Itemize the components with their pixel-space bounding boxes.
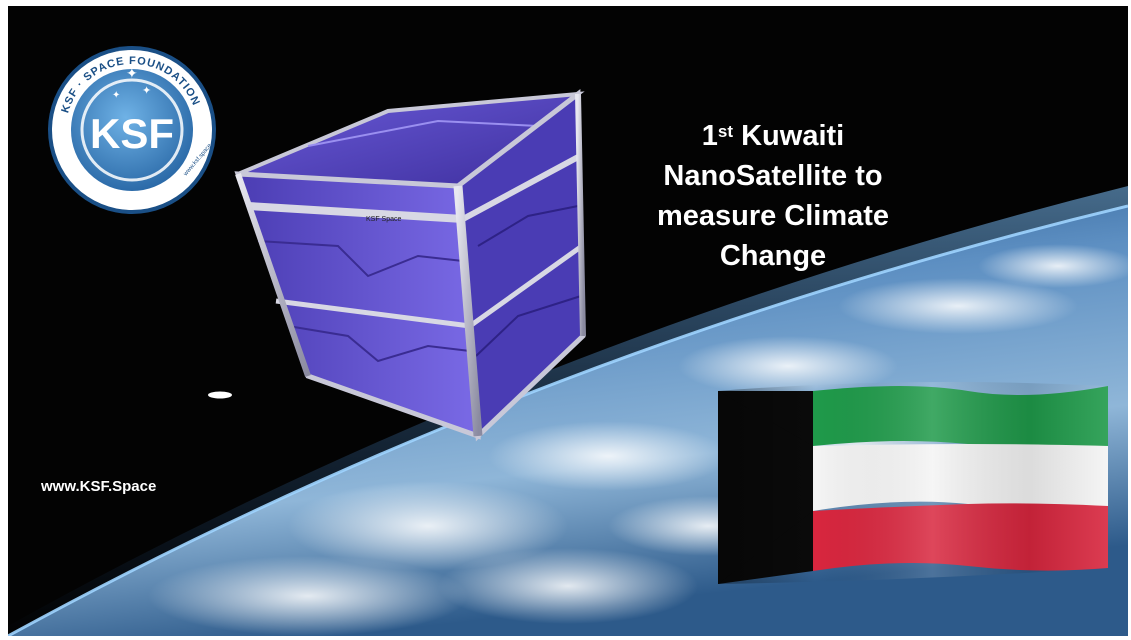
star-icon: ✦: [142, 85, 151, 97]
headline-line-1: 1st Kuwaiti: [701, 120, 845, 152]
star-icon: ✦: [126, 65, 138, 81]
star-icon: ✦: [112, 90, 120, 101]
space-scene: KSF Space KSF · SPACE FOUNDATION KSF ✦ ✦…: [8, 46, 1128, 636]
cubesat-illustration: KSF Space: [234, 89, 586, 442]
website-url: www.KSF.Space: [41, 478, 157, 495]
slide-canvas: KSF Space KSF · SPACE FOUNDATION KSF ✦ ✦…: [8, 6, 1128, 636]
satellite-label: KSF Space: [366, 216, 402, 223]
white-debris: [208, 391, 232, 399]
kuwait-flag: [718, 382, 1108, 584]
headline-line-4: Change: [719, 240, 827, 272]
headline: 1st Kuwaiti NanoSatellite to measure Cli…: [608, 116, 938, 276]
ksf-logo: KSF · SPACE FOUNDATION KSF ✦ ✦ ✦ www.ksf…: [48, 46, 216, 214]
headline-line-2: NanoSatellite to: [663, 160, 883, 192]
headline-line-3: measure Climate: [656, 200, 890, 232]
logo-monogram: KSF: [90, 110, 174, 157]
